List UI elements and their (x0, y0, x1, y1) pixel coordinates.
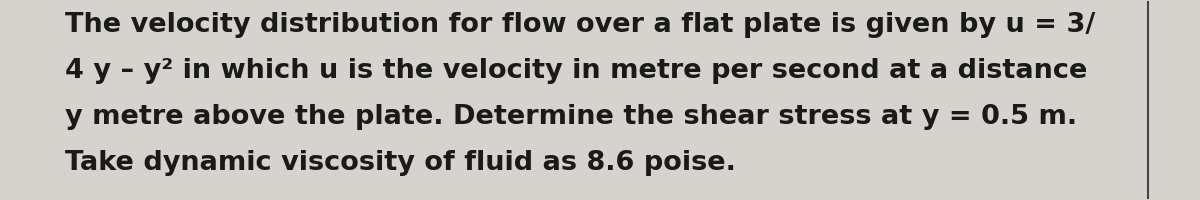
Text: y metre above the plate. Determine the shear stress at y = 0.5 m.: y metre above the plate. Determine the s… (65, 104, 1078, 130)
Text: Take dynamic viscosity of fluid as 8.6 poise.: Take dynamic viscosity of fluid as 8.6 p… (65, 150, 736, 176)
Text: The velocity distribution for flow over a flat plate is given by u = 3/: The velocity distribution for flow over … (65, 12, 1096, 38)
Text: 4 y – y² in which u is the velocity in metre per second at a distance: 4 y – y² in which u is the velocity in m… (65, 58, 1087, 84)
